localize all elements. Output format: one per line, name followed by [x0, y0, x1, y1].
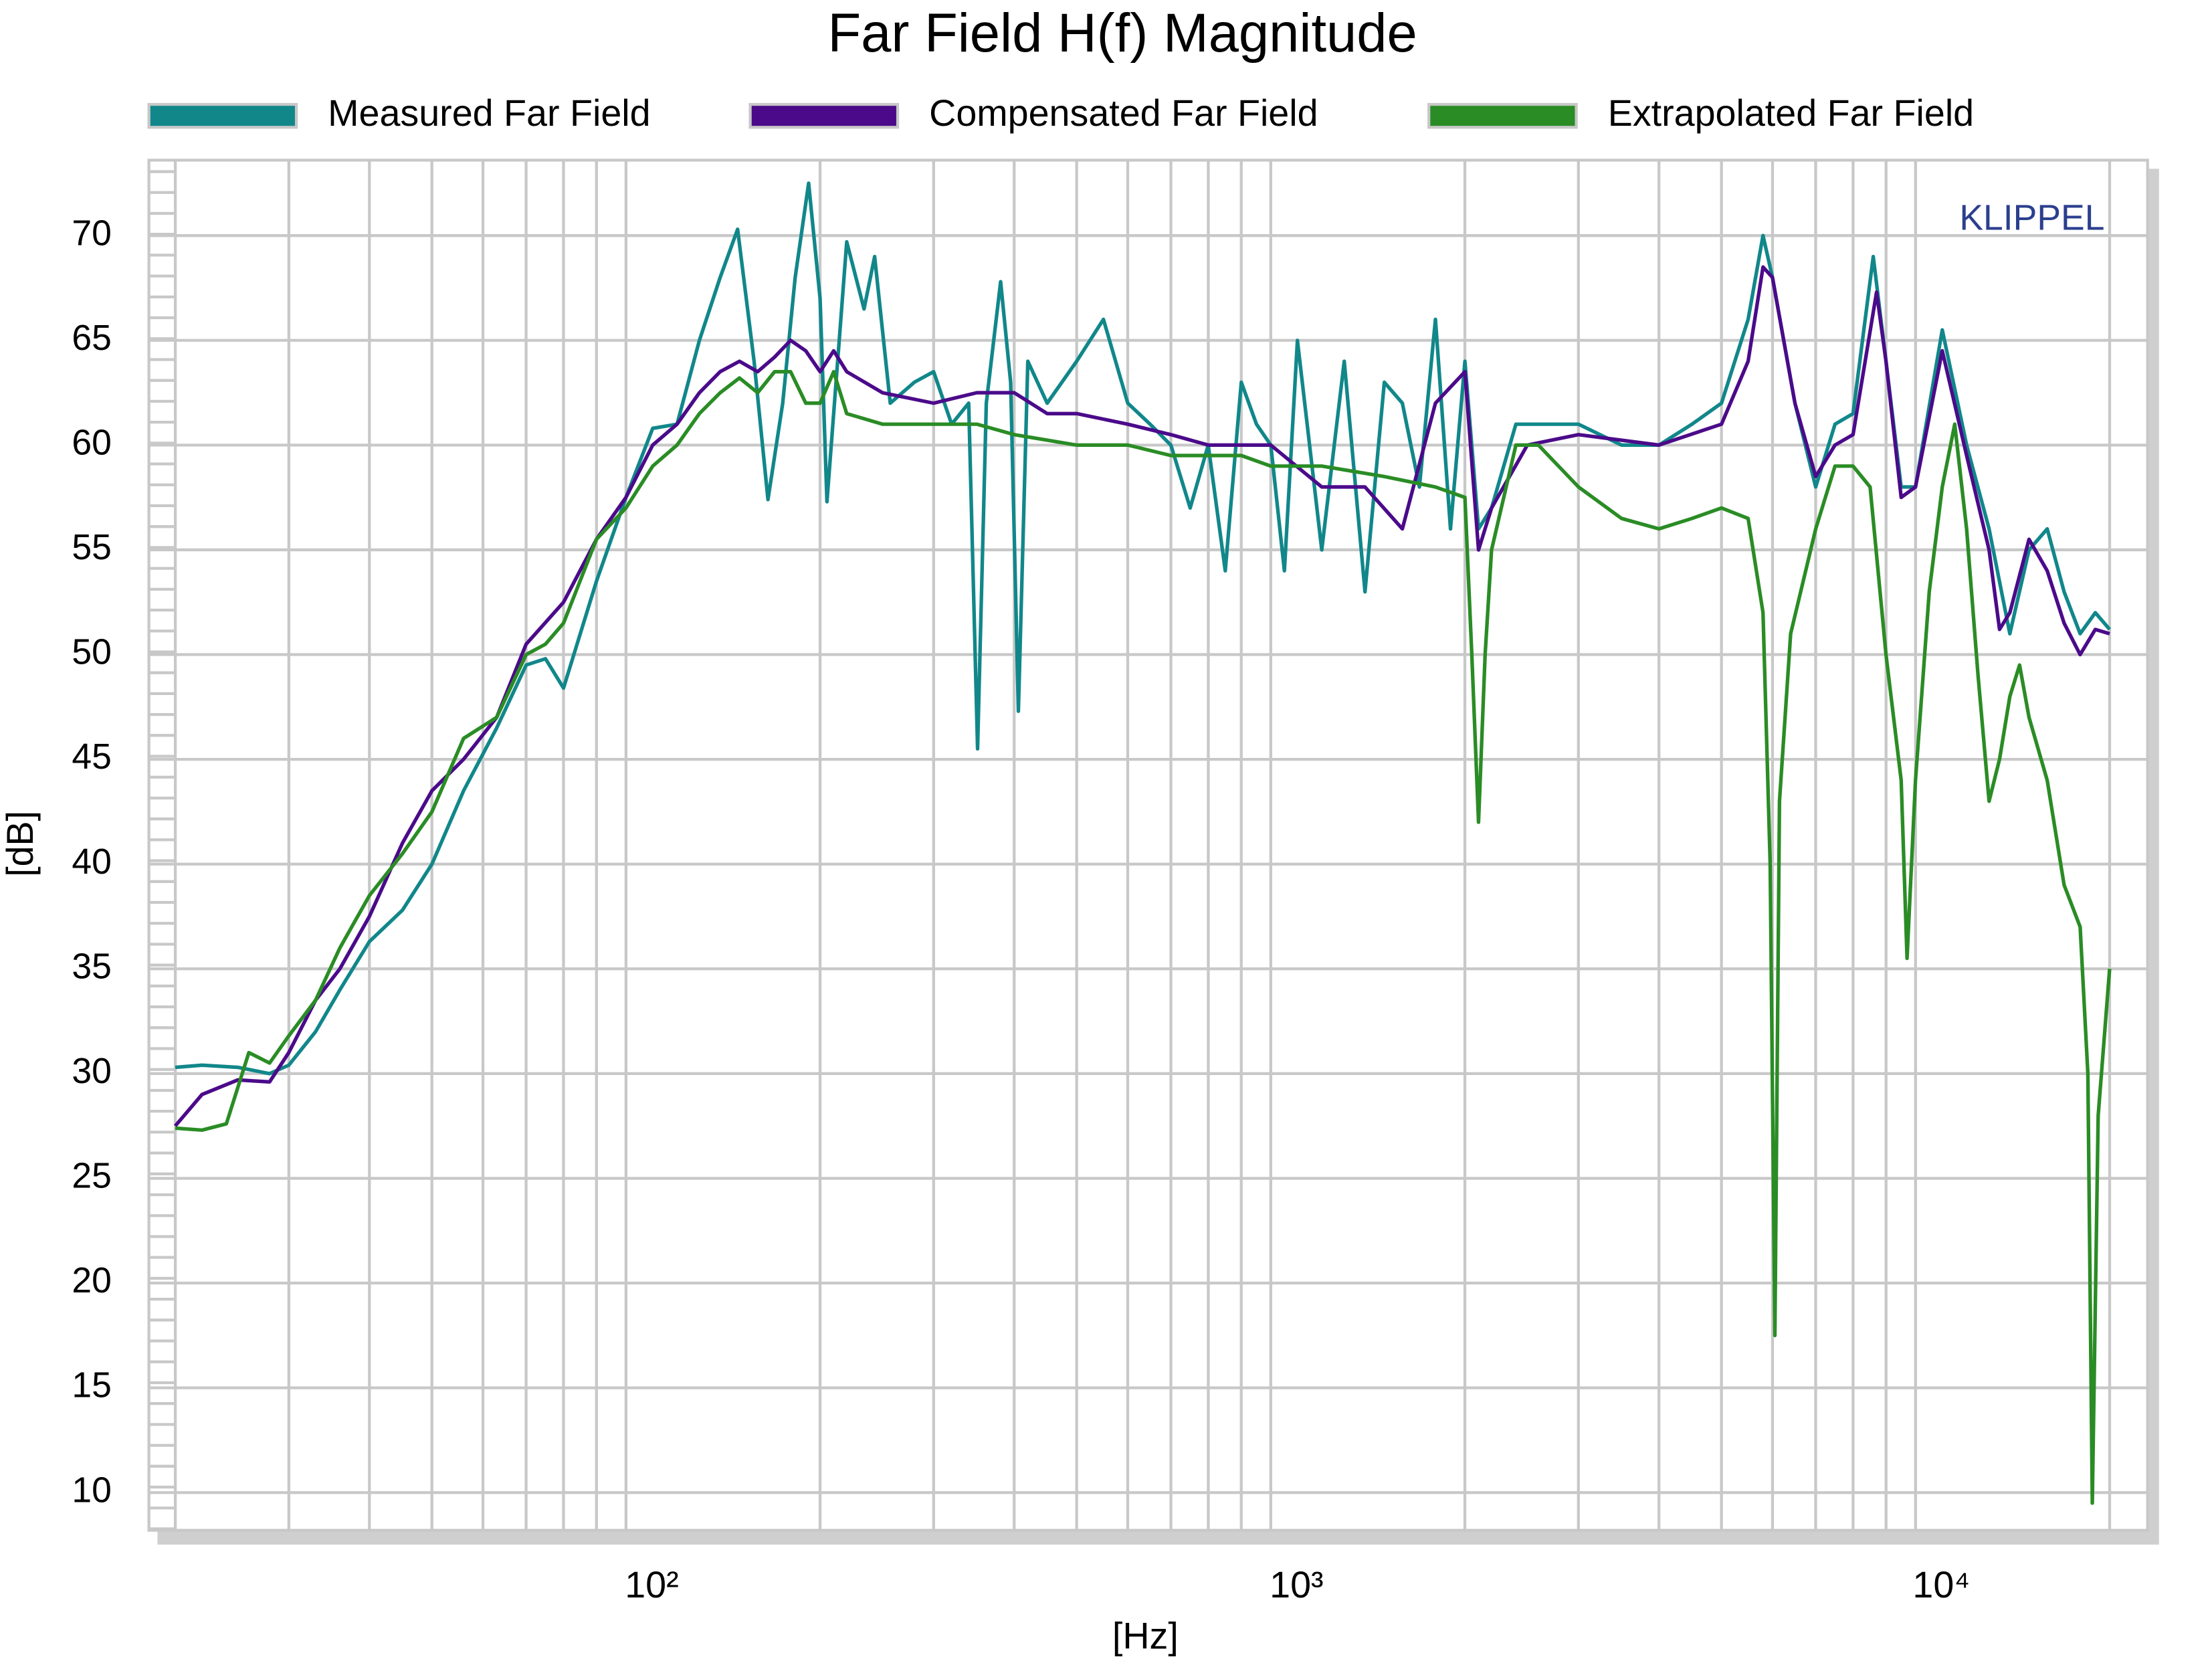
- y-tick-label: 10: [72, 1470, 112, 1510]
- y-tick-label: 35: [72, 947, 112, 986]
- y-tick-label: 25: [72, 1157, 112, 1196]
- legend-swatch: [748, 102, 900, 129]
- chart-title: Far Field H(f) Magnitude: [828, 3, 1417, 64]
- y-tick-label: 45: [72, 737, 112, 777]
- y-tick-label: 70: [72, 213, 112, 253]
- x-tick-label: 10⁴: [1912, 1564, 1970, 1605]
- legend-swatch: [147, 102, 298, 129]
- plot-area: [147, 159, 2149, 1532]
- y-tick-label: 20: [72, 1261, 112, 1300]
- lines: [173, 181, 2112, 1505]
- legend-label: Measured Far Field: [328, 92, 650, 134]
- y-tick-label: 30: [72, 1052, 112, 1091]
- watermark: KLIPPEL: [1959, 198, 2104, 237]
- legend-swatch: [1427, 102, 1578, 129]
- series-line: [175, 369, 2112, 1505]
- y-tick-label: 55: [72, 528, 112, 567]
- legend-label: Extrapolated Far Field: [1608, 92, 1974, 134]
- y-tick-label: 50: [72, 633, 112, 672]
- y-tick-label: 65: [72, 318, 112, 358]
- x-tick-label: 10³: [1270, 1564, 1323, 1605]
- series-line: [173, 265, 2110, 1127]
- y-tick-label: 15: [72, 1366, 112, 1405]
- legend: Measured Far Field Compensated Far Field E…: [147, 92, 1974, 134]
- x-tick-label: 10²: [625, 1564, 678, 1605]
- x-axis-label: [Hz]: [1112, 1616, 1179, 1657]
- y-tick-label: 60: [72, 423, 112, 463]
- y-tick-label: 40: [72, 842, 112, 882]
- y-axis-label: [dB]: [0, 811, 41, 877]
- legend-label: Compensated Far Field: [929, 92, 1318, 134]
